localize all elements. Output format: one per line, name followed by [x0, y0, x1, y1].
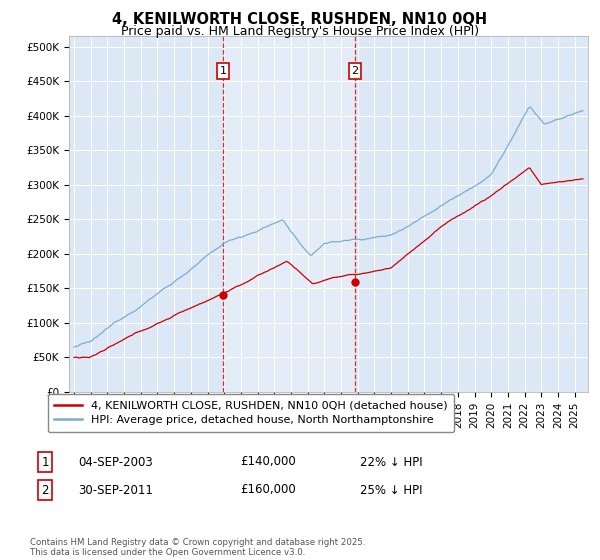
Bar: [223, 36, 355, 392]
Text: 25% ↓ HPI: 25% ↓ HPI: [360, 483, 422, 497]
Text: 2: 2: [352, 66, 358, 76]
Legend: 4, KENILWORTH CLOSE, RUSHDEN, NN10 0QH (detached house), HPI: Average price, det: 4, KENILWORTH CLOSE, RUSHDEN, NN10 0QH (…: [47, 394, 454, 432]
Text: 30-SEP-2011: 30-SEP-2011: [78, 483, 153, 497]
Text: Contains HM Land Registry data © Crown copyright and database right 2025.
This d: Contains HM Land Registry data © Crown c…: [30, 538, 365, 557]
Text: 04-SEP-2003: 04-SEP-2003: [78, 455, 153, 469]
Text: Price paid vs. HM Land Registry's House Price Index (HPI): Price paid vs. HM Land Registry's House …: [121, 25, 479, 38]
Text: £160,000: £160,000: [240, 483, 296, 497]
Text: 4, KENILWORTH CLOSE, RUSHDEN, NN10 0QH: 4, KENILWORTH CLOSE, RUSHDEN, NN10 0QH: [112, 12, 488, 27]
Text: 2: 2: [41, 483, 49, 497]
Text: 22% ↓ HPI: 22% ↓ HPI: [360, 455, 422, 469]
Text: 1: 1: [41, 455, 49, 469]
Text: £140,000: £140,000: [240, 455, 296, 469]
Text: 1: 1: [220, 66, 226, 76]
